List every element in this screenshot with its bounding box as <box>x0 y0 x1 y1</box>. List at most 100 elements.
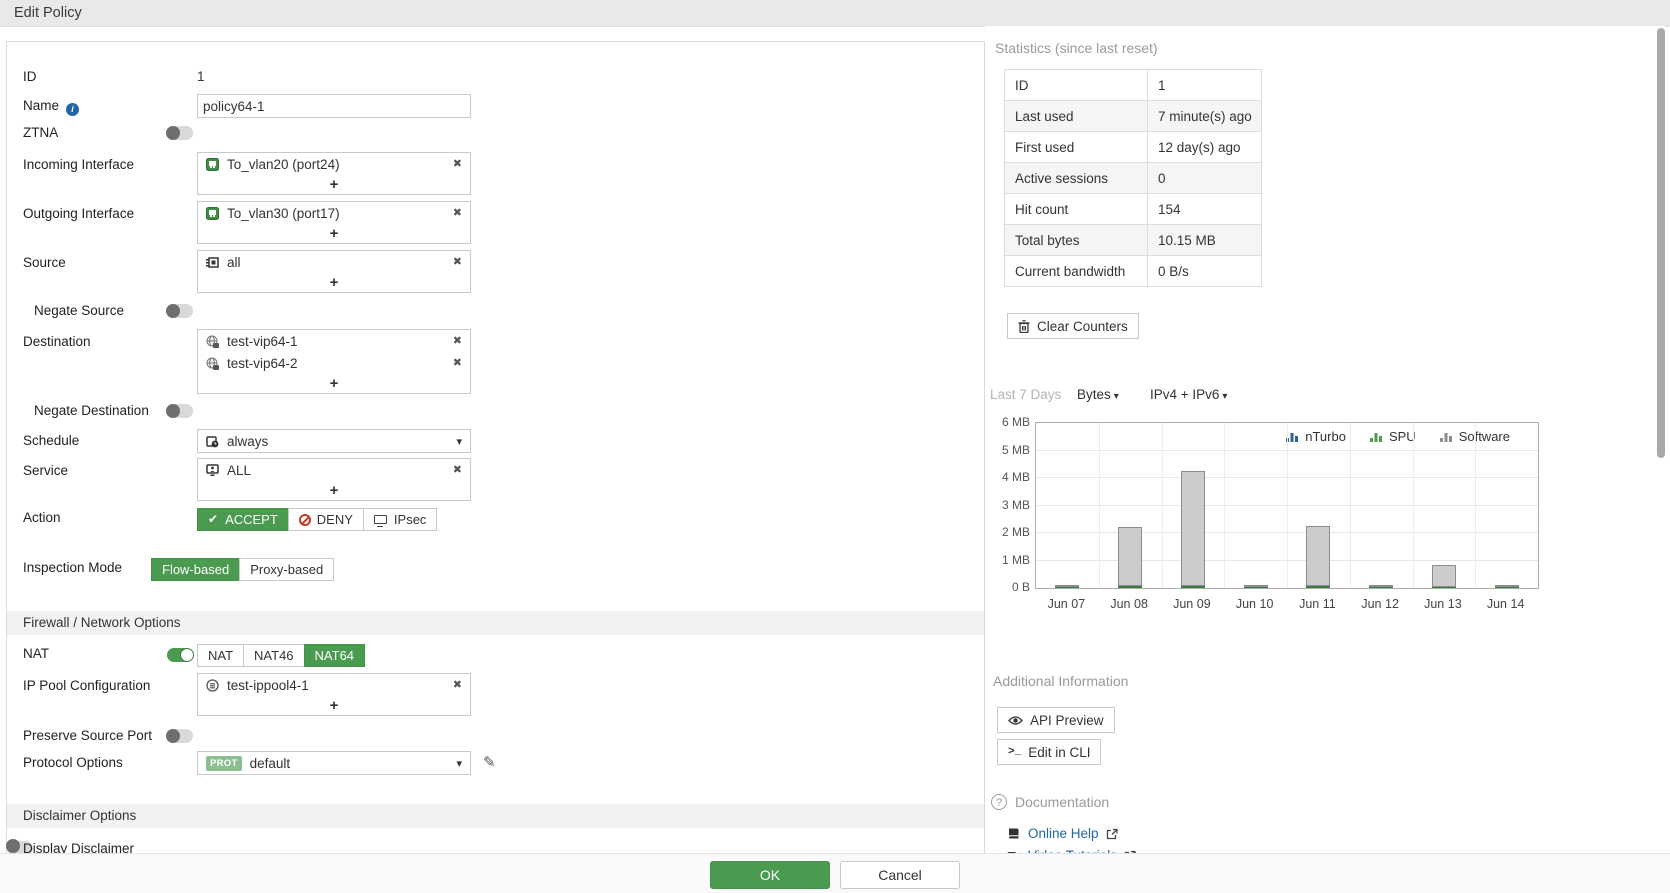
gridline <box>1349 423 1351 588</box>
prot-badge: PROT <box>206 755 242 771</box>
vertical-scrollbar[interactable] <box>1657 28 1665 458</box>
remove-icon[interactable]: ✖ <box>452 464 462 476</box>
outgoing-interface-label: Outgoing Interface <box>23 206 135 221</box>
remove-icon[interactable]: ✖ <box>452 335 462 347</box>
clear-counters-button[interactable]: Clear Counters <box>1007 313 1139 339</box>
display-disclaimer-toggle[interactable] <box>6 839 33 855</box>
footer-bar: OK Cancel <box>0 853 1670 893</box>
nat-button[interactable]: NAT <box>197 644 245 667</box>
ok-button[interactable]: OK <box>710 861 830 889</box>
chevron-down-icon: ▾ <box>1222 391 1228 402</box>
chevron-down-icon: ▾ <box>1113 391 1119 402</box>
nat46-button[interactable]: NAT46 <box>243 644 305 667</box>
additional-information-title: Additional Information <box>993 673 1129 689</box>
ip-version-dropdown[interactable]: IPv4 + IPv6 ▾ <box>1150 387 1228 402</box>
schedule-select[interactable]: always ▾ <box>197 429 471 453</box>
gridline <box>1224 423 1226 588</box>
id-label: ID <box>23 69 37 84</box>
chart-bar-software <box>1432 565 1456 587</box>
address-name: all <box>227 254 241 270</box>
interface-icon <box>206 157 219 171</box>
protocol-options-select[interactable]: PROT default ▾ <box>197 751 471 775</box>
x-axis-tick: Jun 10 <box>1235 597 1274 611</box>
table-row: ID 1 <box>1004 69 1262 101</box>
section-title: Firewall / Network Options <box>23 615 181 630</box>
y-axis-tick: 3 MB <box>1001 497 1030 512</box>
add-button[interactable]: + <box>329 375 339 392</box>
protocol-options-label: Protocol Options <box>23 755 123 770</box>
edit-pencil-icon[interactable]: ✎ <box>483 754 496 771</box>
info-icon: i <box>66 103 80 116</box>
accept-button[interactable]: ✔ ACCEPT <box>197 508 289 531</box>
ip-pool-name: test-ippool4-1 <box>227 677 309 693</box>
action-label: Action <box>23 510 61 525</box>
table-row: Last used 7 minute(s) ago <box>1004 100 1262 132</box>
question-icon: ? <box>991 794 1007 810</box>
flow-based-button[interactable]: Flow-based <box>151 558 241 581</box>
disclaimer-options-section: Disclaimer Options <box>7 804 984 828</box>
selected-vip: test-vip64-2 ✖ <box>198 352 470 374</box>
incoming-interface-box[interactable]: To_vlan20 (port24) ✖ + <box>197 152 471 195</box>
schedule-icon <box>206 435 219 447</box>
x-axis-tick: Jun 09 <box>1173 597 1211 611</box>
name-input[interactable] <box>197 94 471 118</box>
table-row: Active sessions 0 <box>1004 162 1262 194</box>
firewall-network-options-section: Firewall / Network Options <box>7 611 984 635</box>
mini-bars-icon <box>1286 433 1299 442</box>
x-axis-tick: Jun 07 <box>1047 597 1086 611</box>
gridline <box>1161 423 1163 588</box>
form-row-display-disclaimer: Display Disclaimer <box>6 839 984 857</box>
add-button[interactable]: + <box>329 176 339 193</box>
nat-toggle[interactable] <box>167 648 194 662</box>
page-title-bar: Edit Policy <box>0 0 1670 27</box>
preserve-source-port-toggle[interactable] <box>166 729 193 743</box>
ipsec-button[interactable]: IPsec <box>362 508 438 531</box>
proxy-based-button[interactable]: Proxy-based <box>239 558 335 581</box>
statistics-title: Statistics (since last reset) <box>995 40 1158 56</box>
id-value: 1 <box>197 69 205 84</box>
statistics-table: ID 1 Last used 7 minute(s) ago First used 1… <box>1004 69 1262 287</box>
add-button[interactable]: + <box>329 274 339 291</box>
nat64-button[interactable]: NAT64 <box>303 644 366 667</box>
page-title: Edit Policy <box>14 5 82 21</box>
chart-bar-software <box>1181 471 1205 586</box>
vip-icon <box>206 335 219 348</box>
ip-pool-box[interactable]: test-ippool4-1 ✖ + <box>197 673 471 716</box>
trash-icon <box>1018 319 1030 333</box>
gridline <box>1412 423 1414 588</box>
nat-label: NAT <box>23 646 49 661</box>
protocol-options-value: default <box>249 755 291 771</box>
source-box[interactable]: all ✖ + <box>197 250 471 293</box>
table-row: Total bytes 10.15 MB <box>1004 224 1262 256</box>
add-button[interactable]: + <box>329 697 339 714</box>
destination-box[interactable]: test-vip64-1 ✖ test-vip64-2 ✖ + <box>197 329 471 394</box>
remove-icon[interactable]: ✖ <box>452 207 462 219</box>
preserve-source-port-label: Preserve Source Port <box>23 728 153 743</box>
remove-icon[interactable]: ✖ <box>452 158 462 170</box>
remove-icon[interactable]: ✖ <box>452 679 462 691</box>
edit-in-cli-button[interactable]: >_ Edit in CLI <box>997 739 1102 765</box>
add-button[interactable]: + <box>329 482 339 499</box>
service-icon <box>206 463 219 476</box>
negate-source-toggle[interactable] <box>166 304 193 318</box>
x-axis-tick: Jun 11 <box>1299 597 1336 611</box>
cancel-button[interactable]: Cancel <box>840 861 960 889</box>
service-box[interactable]: ALL ✖ + <box>197 458 471 501</box>
online-help-link[interactable]: Online Help <box>1028 826 1099 841</box>
selected-interface: To_vlan20 (port24) ✖ <box>198 153 470 175</box>
legend-item-nturbo: nTurbo <box>1286 429 1346 444</box>
api-preview-button[interactable]: API Preview <box>997 707 1115 733</box>
bytes-dropdown[interactable]: Bytes ▾ <box>1077 387 1119 402</box>
remove-icon[interactable]: ✖ <box>452 256 462 268</box>
outgoing-interface-box[interactable]: To_vlan30 (port17) ✖ + <box>197 201 471 244</box>
y-axis-tick: 6 MB <box>1001 415 1030 429</box>
remove-icon[interactable]: ✖ <box>452 357 462 369</box>
negate-destination-toggle[interactable] <box>166 404 193 418</box>
address-icon <box>206 256 219 268</box>
ztna-toggle[interactable] <box>166 126 193 140</box>
chart-bar-spu <box>1118 586 1142 588</box>
add-button[interactable]: + <box>329 225 339 242</box>
x-axis-tick: Jun 14 <box>1486 597 1525 611</box>
deny-button[interactable]: DENY <box>287 508 364 531</box>
